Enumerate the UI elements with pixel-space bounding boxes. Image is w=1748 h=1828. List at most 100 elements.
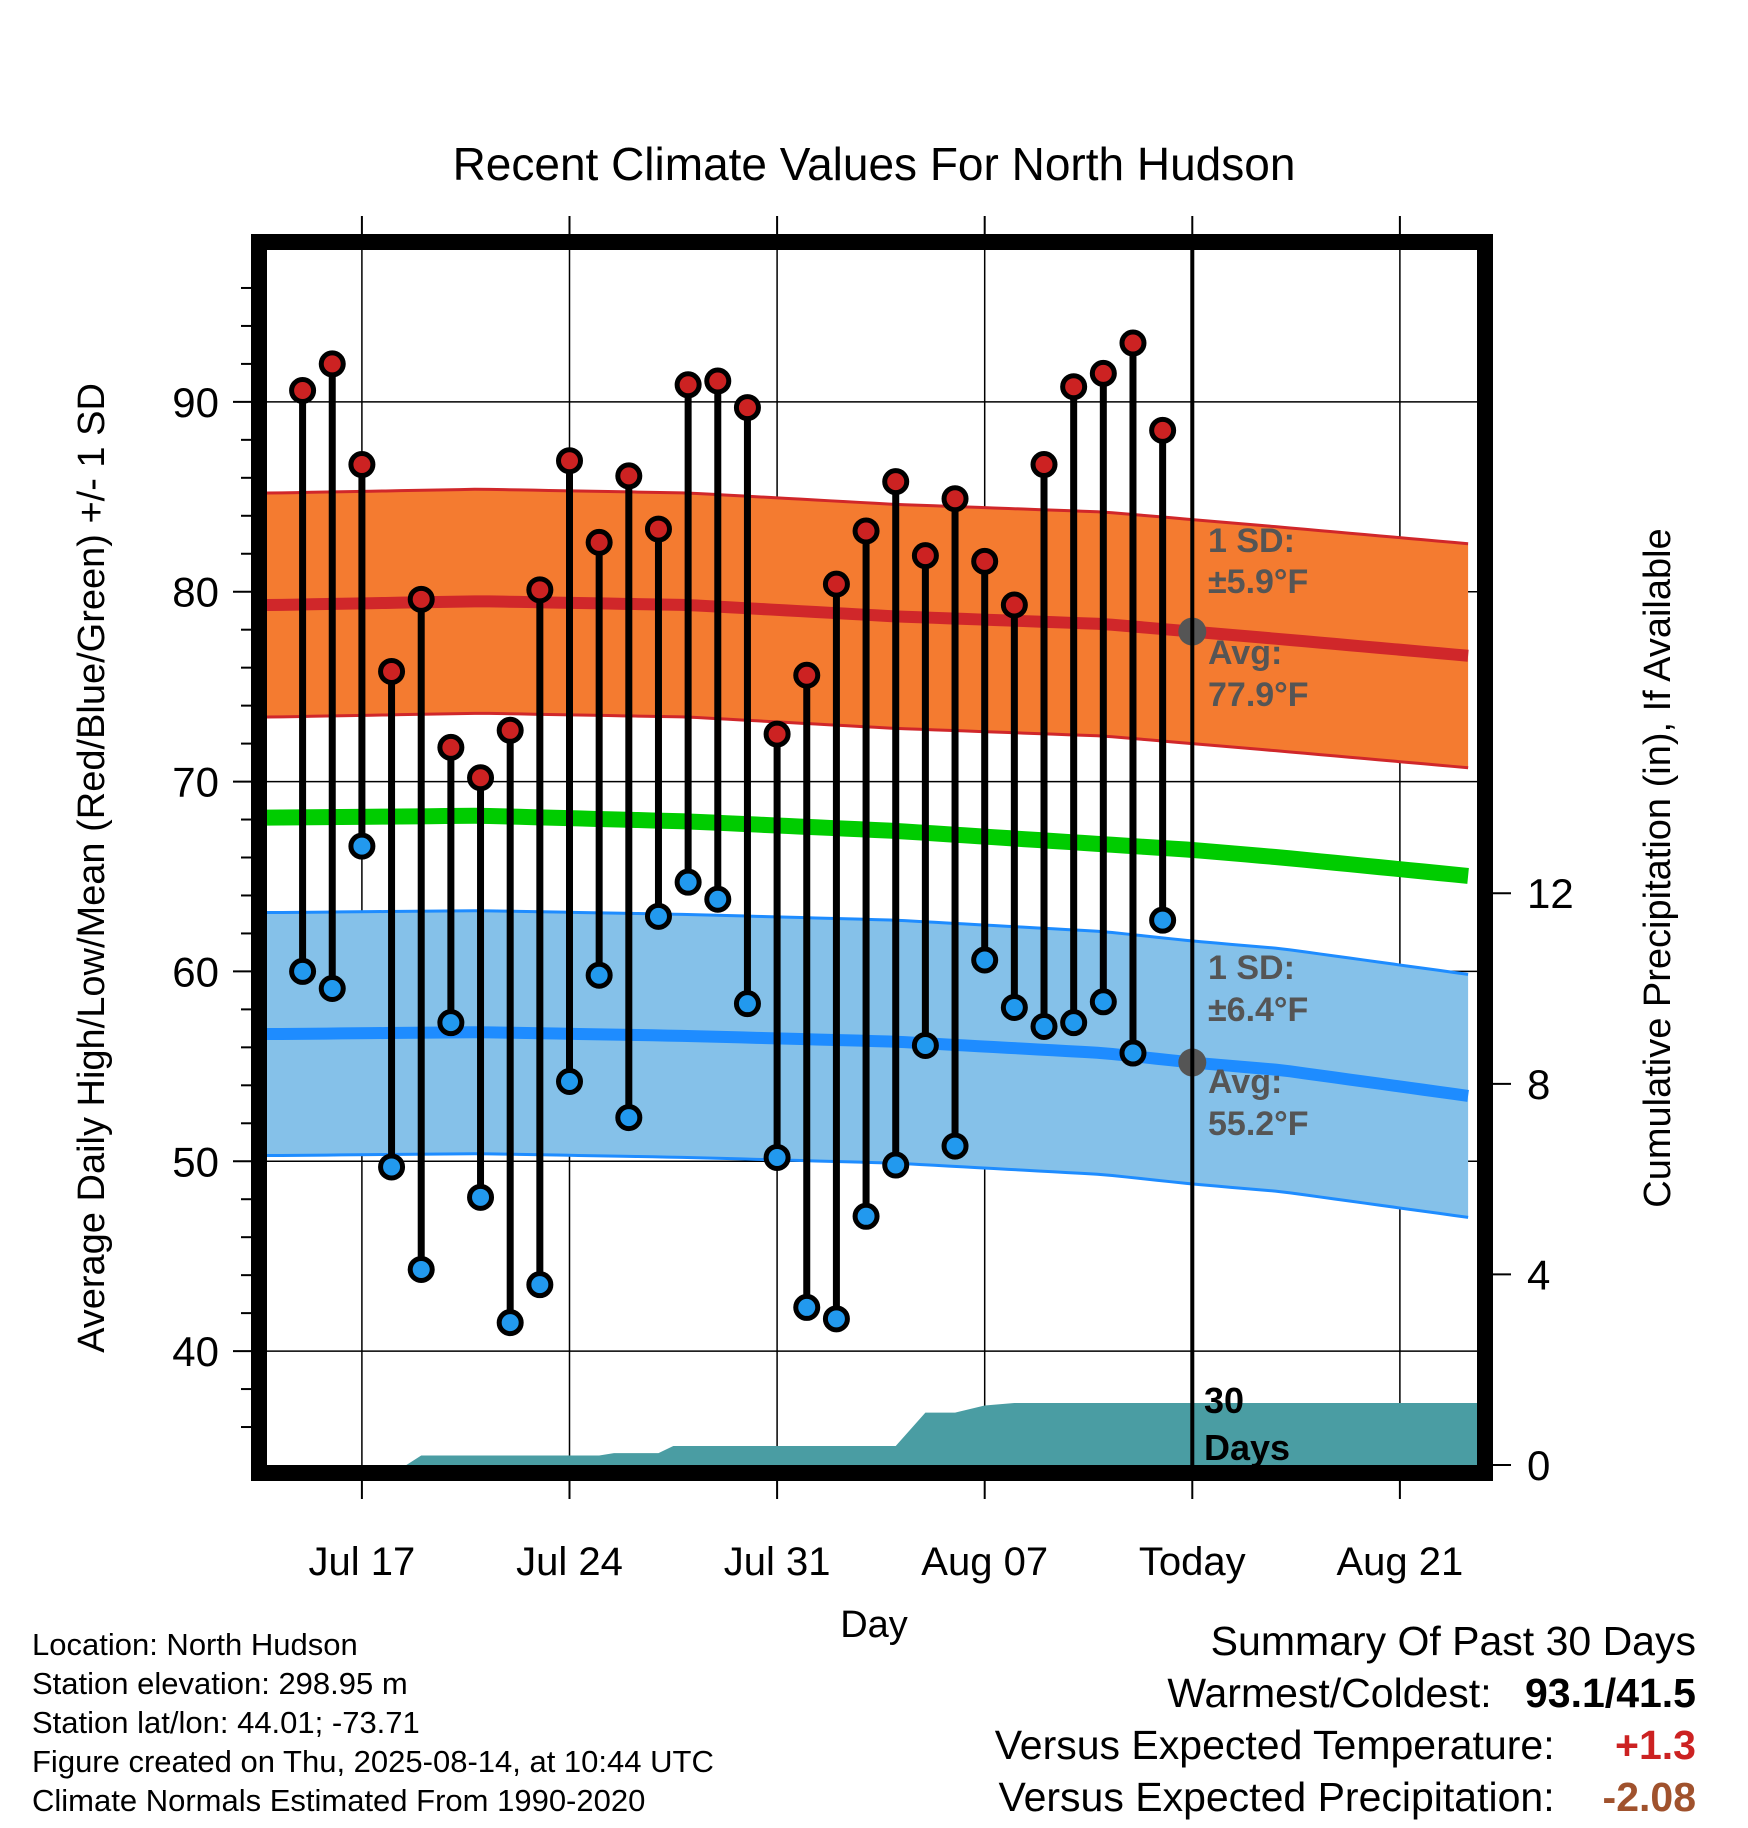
precip-area [406,1403,1478,1465]
daily-low-point [822,1305,850,1333]
summary-panel: Summary Of Past 30 Days Warmest/Coldest:… [995,1615,1696,1823]
y2-axis-label: Cumulative Precipitation (in), If Availa… [1637,528,1679,1207]
y-tick-label: 60 [172,948,219,995]
plot-frame [251,234,1493,1481]
daily-low-point [733,990,761,1018]
daily-high-point [407,585,435,613]
latlon-text: Station lat/lon: 44.01; -73.71 [32,1705,420,1740]
high-sd-value: ±5.9°F [1208,563,1308,601]
x-tick-label: Jul 24 [516,1540,623,1584]
daily-low-point [615,1104,643,1132]
daily-high-point [348,451,376,479]
daily-low-point [644,902,672,930]
daily-high-point [1000,591,1028,619]
summary-precip-value: -2.08 [1602,1774,1696,1820]
daily-high-point [318,350,346,378]
daily-low-point [882,1151,910,1179]
high-avg-value: 77.9°F [1208,676,1309,714]
normals-text: Climate Normals Estimated From 1990-2020 [32,1783,646,1818]
chart-title: Recent Climate Values For North Hudson [453,138,1296,190]
daily-high-point [1119,329,1147,357]
daily-high-point [644,515,672,543]
daily-low-point [585,961,613,989]
daily-low-point [378,1153,406,1181]
x-tick-label: Aug 07 [921,1540,1048,1584]
precip-period-unit: Days [1204,1427,1290,1468]
x-tick-label: Jul 17 [309,1540,416,1584]
daily-low-point [467,1183,495,1211]
daily-low-point [793,1293,821,1321]
daily-low-point [496,1309,524,1337]
daily-low-point [1000,993,1028,1021]
daily-low-point [911,1031,939,1059]
summary-warmest-row: Warmest/Coldest: 93.1/41.5 [995,1667,1696,1719]
low-sd-label: 1 SD: [1208,949,1295,987]
daily-low-point [526,1271,554,1299]
daily-high-point [763,720,791,748]
low-avg-value: 55.2°F [1208,1105,1309,1143]
y-axis-label: Average Daily High/Low/Mean (Red/Blue/Gr… [71,383,113,1353]
daily-high-point [378,657,406,685]
y2-tick-label: 0 [1527,1442,1550,1489]
location-text: Location: North Hudson [32,1627,358,1662]
daily-high-point [496,716,524,744]
precip-period-annotation: 30 Days [1204,1380,1290,1468]
daily-low-point [289,957,317,985]
y-tick-label: 80 [172,569,219,616]
daily-high-point [1149,416,1177,444]
y2-tick-label: 12 [1527,870,1574,917]
low-band-annotation: 1 SD: ±6.4°F Avg: 55.2°F [1208,949,1309,1143]
daily-high-point [733,394,761,422]
summary-precip-row: Versus Expected Precipitation: -2.08 [995,1771,1697,1823]
daily-low-point [971,946,999,974]
daily-high-point [289,376,317,404]
daily-low-point [1149,906,1177,934]
daily-high-point [615,462,643,490]
x-tick-label: Aug 21 [1337,1540,1464,1584]
daily-high-point [467,764,495,792]
daily-low-point [1089,988,1117,1016]
daily-high-point [1089,359,1117,387]
high-sd-label: 1 SD: [1208,522,1295,560]
daily-low-point [407,1255,435,1283]
y2-tick-label: 4 [1527,1251,1550,1298]
precip-period-number: 30 [1204,1380,1244,1421]
daily-high-point [526,576,554,604]
y2-tick-label: 8 [1527,1061,1550,1108]
daily-low-point [318,974,346,1002]
daily-high-point [793,661,821,689]
daily-high-point [585,528,613,556]
high-band-annotation: 1 SD: ±5.9°F Avg: 77.9°F [1208,522,1309,714]
low-avg-label: Avg: [1208,1063,1282,1101]
daily-low-point [437,1009,465,1037]
daily-low-point [1030,1012,1058,1040]
daily-high-point [941,485,969,513]
daily-high-point [822,570,850,598]
daily-high-point [882,468,910,496]
summary-precip-label: Versus Expected Precipitation: [998,1774,1555,1820]
high-avg-label: Avg: [1208,634,1282,672]
y-tick-label: 50 [172,1138,219,1185]
daily-low-point [556,1068,583,1096]
daily-low-point [941,1132,969,1160]
daily-low-point [763,1143,791,1171]
summary-temp-label: Versus Expected Temperature: [994,1722,1555,1768]
daily-high-point [971,547,999,575]
y-tick-label: 70 [172,759,219,806]
station-info: Location: North Hudson Station elevation… [32,1625,714,1820]
x-tick-label: Jul 31 [724,1540,831,1584]
daily-high-point [911,542,939,570]
summary-title: Summary Of Past 30 Days [1210,1618,1696,1664]
daily-high-point [1060,373,1088,401]
summary-temp-row: Versus Expected Temperature: +1.3 [995,1719,1696,1771]
daily-high-point [674,371,702,399]
summary-warmest-value: 93.1/41.5 [1525,1670,1696,1716]
daily-high-point [852,517,880,545]
daily-low-point [674,868,702,896]
daily-low-point [1060,1009,1088,1037]
daily-low-point [348,832,376,860]
daily-low-point [704,885,732,913]
low-sd-value: ±6.4°F [1208,991,1308,1029]
daily-high-point [1030,451,1058,479]
